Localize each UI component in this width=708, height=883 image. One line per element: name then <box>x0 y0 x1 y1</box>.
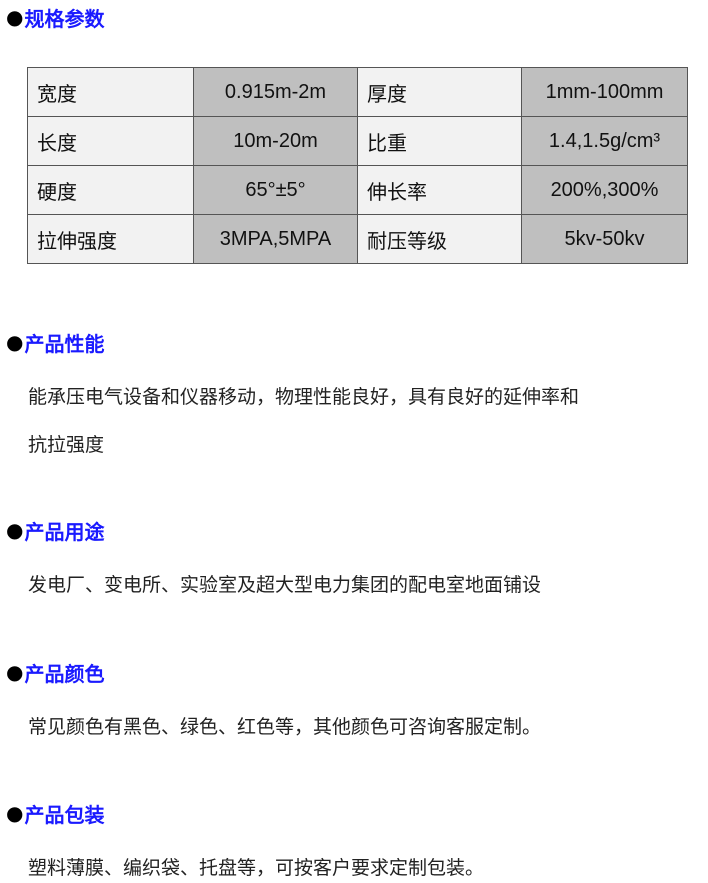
usage-text: 发电厂、变电所、实验室及超大型电力集团的配电室地面铺设 <box>28 574 542 596</box>
table-row: 宽度 0.915m-2m 厚度 1mm-100mm <box>27 67 688 117</box>
section-heading-packaging: ● 产品包装 <box>6 801 105 827</box>
spec-label: 长度 <box>27 116 194 166</box>
section-heading-usage: ● 产品用途 <box>6 518 105 544</box>
spec-value: 5kv-50kv <box>521 214 688 264</box>
performance-text-2: 抗拉强度 <box>28 434 105 456</box>
spec-label: 宽度 <box>27 67 194 117</box>
spec-label: 拉伸强度 <box>27 214 194 264</box>
bullet-icon: ● <box>6 801 24 825</box>
spec-value: 3MPA,5MPA <box>193 214 358 264</box>
spec-label: 比重 <box>357 116 522 166</box>
table-row: 拉伸强度 3MPA,5MPA 耐压等级 5kv-50kv <box>27 214 688 264</box>
packaging-text: 塑料薄膜、编织袋、托盘等，可按客户要求定制包装。 <box>28 857 485 879</box>
spec-label: 厚度 <box>357 67 522 117</box>
section-heading-colors: ● 产品颜色 <box>6 660 105 686</box>
spec-value: 65°±5° <box>193 165 358 215</box>
table-row: 长度 10m-20m 比重 1.4,1.5g/cm³ <box>27 116 688 166</box>
spec-label: 伸长率 <box>357 165 522 215</box>
performance-text-1: 能承压电气设备和仪器移动，物理性能良好，具有良好的延伸率和 <box>28 386 580 408</box>
spec-label: 硬度 <box>27 165 194 215</box>
table-row: 硬度 65°±5° 伸长率 200%,300% <box>27 165 688 215</box>
spec-label: 耐压等级 <box>357 214 522 264</box>
bullet-icon: ● <box>6 660 24 684</box>
colors-text: 常见颜色有黑色、绿色、红色等，其他颜色可咨询客服定制。 <box>28 716 542 738</box>
spec-value: 1mm-100mm <box>521 67 688 117</box>
section-heading-specs: ● 规格参数 <box>6 5 105 31</box>
bullet-icon: ● <box>6 5 24 29</box>
spec-value: 10m-20m <box>193 116 358 166</box>
spec-value: 1.4,1.5g/cm³ <box>521 116 688 166</box>
spec-value: 200%,300% <box>521 165 688 215</box>
section-heading-performance: ● 产品性能 <box>6 330 105 356</box>
bullet-icon: ● <box>6 330 24 354</box>
spec-table: 宽度 0.915m-2m 厚度 1mm-100mm 长度 10m-20m 比重 1.4,1.5… <box>27 67 688 264</box>
spec-value: 0.915m-2m <box>193 67 358 117</box>
bullet-icon: ● <box>6 518 24 542</box>
